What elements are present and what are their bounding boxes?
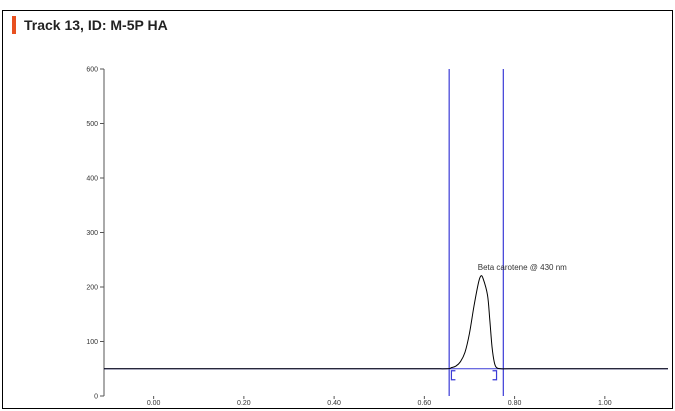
x-tick-label: 0.80 [508, 400, 522, 407]
y-tick-label: 500 [86, 121, 98, 128]
y-tick-label: 0 [94, 394, 98, 401]
peak-start-bracket [450, 370, 456, 381]
y-tick-label: 200 [86, 285, 98, 292]
y-tick-label: 100 [86, 339, 98, 346]
x-tick-label: 0.00 [147, 400, 161, 407]
chart-frame [2, 10, 673, 409]
title-accent-bar [12, 16, 16, 34]
x-tick-label: 0.60 [418, 400, 432, 407]
y-tick-label: 600 [86, 67, 98, 74]
x-tick-label: 0.20 [237, 400, 251, 407]
track-header: Track 13, ID: M-5P HA [12, 14, 168, 36]
peak-label: Beta carotene @ 430 nm [478, 263, 567, 272]
y-tick-label: 400 [86, 176, 98, 183]
chromatogram-trace [103, 275, 668, 370]
y-tick-label: 300 [86, 230, 98, 237]
x-tick-label: 0.40 [327, 400, 341, 407]
track-title: Track 13, ID: M-5P HA [24, 17, 168, 33]
x-tick-label: 1.00 [598, 400, 612, 407]
peak-end-bracket [492, 370, 498, 381]
